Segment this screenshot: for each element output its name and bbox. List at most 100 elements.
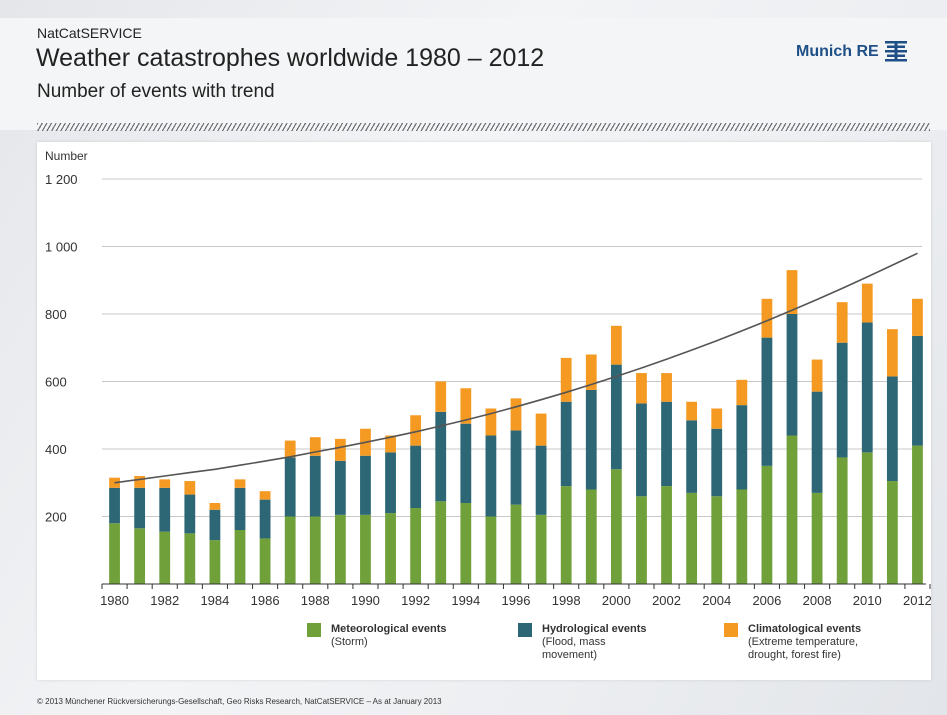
bar-climatological bbox=[636, 373, 647, 404]
legend-meteorological-desc: (Storm) bbox=[331, 636, 368, 648]
bar-climatological bbox=[159, 479, 171, 488]
munich-re-logo-icon bbox=[884, 41, 907, 62]
bar-climatological bbox=[786, 270, 798, 314]
bar-meteorological bbox=[786, 435, 798, 584]
bar-meteorological bbox=[661, 486, 672, 584]
bar-climatological bbox=[134, 476, 146, 488]
bar-climatological bbox=[535, 413, 547, 446]
bar-hydrological bbox=[560, 401, 572, 487]
legend-hydrological: Hydrological events (Flood, mass movemen… bbox=[542, 623, 647, 662]
bar-hydrological bbox=[184, 494, 196, 534]
stacked-bar-chart: 200 400 600 800 1 000 1 200 Number 1980 1982 1984… bbox=[45, 149, 931, 608]
y-tick-label: 1 000 bbox=[45, 240, 78, 255]
bar-hydrological bbox=[761, 337, 773, 466]
bar-meteorological bbox=[334, 514, 346, 584]
bar-hydrological bbox=[861, 322, 873, 453]
bar-hydrological bbox=[109, 487, 120, 524]
bar-hydrological bbox=[410, 445, 422, 509]
bar-climatological bbox=[410, 415, 422, 446]
bar-meteorological bbox=[510, 504, 522, 584]
bar-meteorological bbox=[134, 528, 146, 584]
legend-meteorological-name: Meteorological events bbox=[331, 623, 447, 635]
legend-climatological: Climatological events (Extreme temperatu… bbox=[748, 623, 861, 662]
logo-text: Munich RE bbox=[796, 43, 879, 60]
legend-climatological-desc: (Extreme temperature, drought, forest fi… bbox=[748, 636, 859, 661]
legend-hydrological-name: Hydrological events bbox=[542, 623, 647, 635]
bar-hydrological bbox=[686, 420, 698, 493]
bar-meteorological bbox=[109, 523, 120, 584]
bar-hydrological bbox=[134, 487, 146, 529]
bar-meteorological bbox=[360, 514, 371, 584]
bar-climatological bbox=[485, 408, 497, 436]
bar-hydrological bbox=[912, 335, 923, 446]
chart-panel: 200 400 600 800 1 000 1 200 Number 1980 1982 1984… bbox=[37, 142, 931, 680]
bar-climatological bbox=[736, 379, 748, 406]
bar-hydrological bbox=[836, 342, 848, 458]
bar-climatological bbox=[184, 481, 196, 495]
bar-climatological bbox=[610, 325, 622, 365]
bar-climatological bbox=[861, 283, 873, 323]
x-tick-label: 1994 bbox=[451, 593, 480, 608]
x-tick-label: 1988 bbox=[301, 593, 330, 608]
page-subtitle: Number of events with trend bbox=[37, 81, 275, 102]
page-title: Weather catastrophes worldwide 1980 – 20… bbox=[36, 44, 545, 72]
x-tick-label: 2012 bbox=[903, 593, 931, 608]
legend-hydrological-desc: (Flood, mass movement) bbox=[542, 636, 606, 661]
legend-meteorological: Meteorological events (Storm) bbox=[331, 623, 447, 649]
bar-hydrological bbox=[284, 457, 296, 517]
bar-climatological bbox=[912, 298, 923, 336]
bar-meteorological bbox=[811, 492, 823, 584]
bar-climatological bbox=[435, 381, 447, 412]
y-tick-label: 600 bbox=[45, 375, 67, 390]
bar-hydrological bbox=[209, 509, 221, 541]
bar-climatological bbox=[711, 408, 723, 429]
bar-hydrological bbox=[460, 423, 472, 503]
bar-climatological bbox=[385, 435, 396, 453]
y-tick-label: 400 bbox=[45, 442, 67, 457]
bar-meteorological bbox=[636, 496, 647, 584]
bar-hydrological bbox=[259, 499, 271, 539]
header-band bbox=[0, 18, 947, 130]
bar-climatological bbox=[309, 437, 321, 456]
bar-climatological bbox=[761, 298, 773, 338]
x-tick-label: 2008 bbox=[803, 593, 832, 608]
bar-meteorological bbox=[861, 452, 873, 584]
bar-climatological bbox=[661, 373, 672, 402]
header-divider-hatch bbox=[37, 123, 930, 131]
bar-hydrological bbox=[385, 452, 396, 514]
bar-meteorological bbox=[535, 514, 547, 584]
bar-hydrological bbox=[535, 445, 547, 515]
bar-hydrological bbox=[510, 430, 522, 505]
bar-hydrological bbox=[435, 411, 447, 502]
x-tick-label: 1984 bbox=[200, 593, 229, 608]
bar-hydrological bbox=[736, 405, 748, 490]
x-tick-label: 2004 bbox=[702, 593, 731, 608]
x-tick-label: 2010 bbox=[853, 593, 882, 608]
bar-hydrological bbox=[485, 435, 497, 517]
legend-climatological-name: Climatological events bbox=[748, 623, 862, 635]
bar-meteorological bbox=[184, 533, 196, 584]
bar-meteorological bbox=[385, 513, 396, 584]
legend-swatch-hydrological bbox=[518, 623, 532, 637]
y-tick-label: 200 bbox=[45, 510, 67, 525]
bar-meteorological bbox=[585, 489, 597, 584]
bar-climatological bbox=[334, 438, 346, 461]
bar-meteorological bbox=[234, 530, 246, 584]
bar-meteorological bbox=[886, 481, 898, 584]
y-tick-label: 1 200 bbox=[45, 172, 78, 187]
bar-climatological bbox=[259, 491, 271, 500]
bar-meteorological bbox=[560, 486, 572, 584]
x-tick-label: 2006 bbox=[752, 593, 781, 608]
bar-hydrological bbox=[610, 364, 622, 470]
bar-meteorological bbox=[836, 457, 848, 584]
bar-hydrological bbox=[711, 428, 723, 497]
x-tick-label: 1996 bbox=[502, 593, 531, 608]
bar-meteorological bbox=[259, 538, 271, 584]
bar-meteorological bbox=[435, 501, 447, 584]
bar-climatological bbox=[284, 440, 296, 458]
bar-climatological bbox=[209, 503, 221, 510]
bar-meteorological bbox=[761, 465, 773, 584]
bar-climatological bbox=[460, 388, 472, 424]
x-tick-label: 2000 bbox=[602, 593, 631, 608]
bar-meteorological bbox=[460, 503, 472, 584]
